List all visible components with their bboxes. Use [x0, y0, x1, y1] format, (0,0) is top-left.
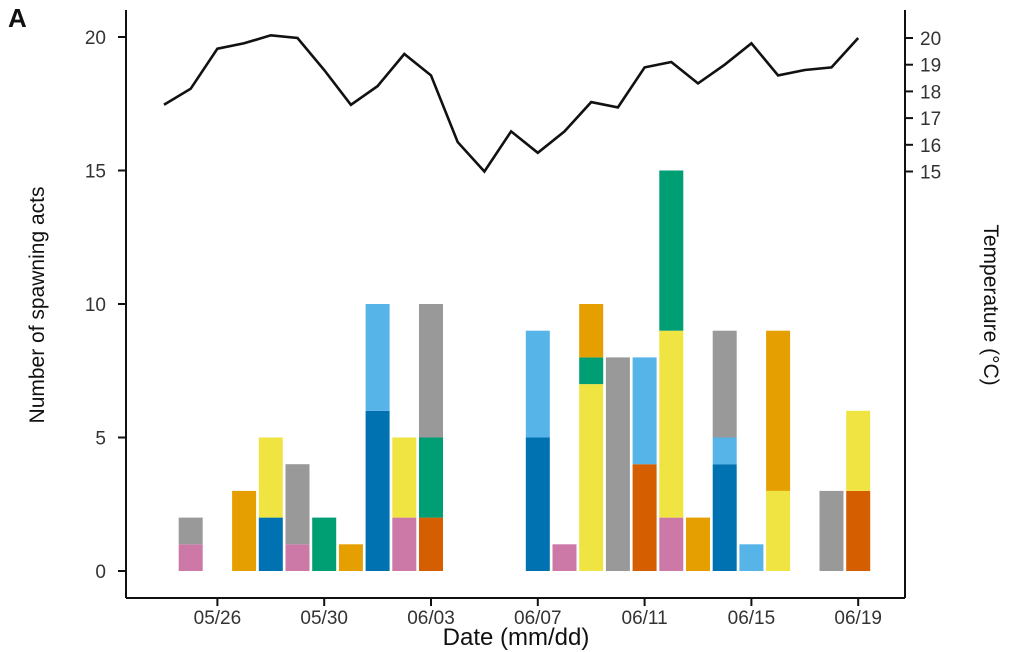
bar-segment-05-28-yellow	[258, 437, 283, 518]
temperature-line-layer	[163, 33, 860, 174]
bar-segment-06-18-grey	[819, 490, 844, 571]
bar-segment-06-07-blue	[525, 437, 550, 571]
x-axis-ticks: 05/26 05/30 06/03 06/07 06/11 06/15 06/19	[194, 598, 882, 629]
right-tick-label: 19	[920, 56, 941, 77]
bar-segment-06-01-skyblue	[365, 304, 390, 411]
right-tick-label: 15	[920, 163, 941, 184]
bar-segment-06-09-yellow	[579, 384, 604, 571]
right-tick-label: 17	[920, 109, 941, 130]
bar-segment-06-16-yellow	[766, 490, 791, 571]
temperature-line	[163, 33, 860, 174]
bar-segment-06-07-skyblue	[525, 330, 550, 438]
y2-axis-title: Temperature (°C)	[979, 224, 1002, 385]
y-axis-title: Number of spawning acts	[26, 187, 49, 424]
x-tick-label: 06/07	[514, 608, 562, 629]
left-tick-label: 0	[95, 562, 106, 583]
bar-segment-05-27-orange	[232, 490, 257, 571]
bar-segment-06-12-green	[659, 170, 684, 331]
bar-segment-06-09-green	[579, 357, 604, 385]
bar-segment-06-16-orange	[766, 330, 791, 491]
x-tick-label: 05/26	[194, 608, 242, 629]
bar-segment-05-28-blue	[258, 517, 283, 571]
bar-segment-06-01-blue	[365, 410, 390, 571]
bar-segment-06-12-yellow	[659, 330, 684, 518]
x-tick-label: 06/03	[407, 608, 455, 629]
left-axis-ticks: 0 5 10 15 20	[85, 28, 126, 583]
bar-segment-05-25-grey	[178, 517, 203, 545]
bar-segment-06-15-skyblue	[739, 544, 764, 571]
bar-segment-06-14-skyblue	[712, 437, 737, 465]
bar-segment-06-08-pink	[552, 544, 577, 571]
x-tick-label: 05/30	[300, 608, 348, 629]
bar-segment-06-14-grey	[712, 330, 737, 438]
bar-segment-05-29-pink	[285, 544, 310, 571]
bar-segment-06-03-grey	[419, 304, 443, 438]
x-tick-label: 06/19	[834, 608, 882, 629]
bar-segment-06-10-grey	[605, 357, 630, 571]
x-tick-label: 06/11	[622, 608, 668, 629]
bar-segment-05-30-green	[312, 517, 337, 571]
right-tick-label: 20	[920, 29, 941, 50]
right-tick-label: 16	[920, 136, 941, 157]
bar-segment-06-19-vermillion	[846, 490, 871, 571]
left-tick-label: 15	[85, 162, 106, 183]
bar-segment-06-12-pink	[659, 517, 684, 571]
left-tick-label: 10	[85, 295, 106, 316]
right-tick-label: 18	[920, 82, 941, 103]
bar-segment-06-02-pink	[392, 517, 417, 571]
bar-segment-05-31-orange	[338, 544, 363, 571]
bar-segment-06-03-green	[419, 437, 443, 518]
bar-segment-06-09-orange	[579, 304, 604, 358]
bar-segment-06-11-vermillion	[632, 464, 657, 571]
bar-segment-06-13-orange	[686, 517, 710, 571]
bar-segment-06-19-yellow	[846, 410, 871, 491]
bars-layer	[178, 170, 871, 571]
x-tick-label: 06/15	[728, 608, 776, 629]
panel-label: A	[8, 3, 27, 33]
bar-segment-05-25-pink	[178, 544, 203, 571]
right-axis-ticks: 15 16 17 18 19 20	[905, 29, 941, 184]
bar-segment-06-11-skyblue	[632, 357, 657, 465]
bar-segment-06-02-yellow	[392, 437, 417, 518]
left-tick-label: 5	[95, 429, 106, 450]
left-tick-label: 20	[85, 28, 106, 49]
bar-segment-06-14-blue	[712, 464, 737, 571]
x-axis-title: Date (mm/dd)	[443, 624, 590, 651]
bar-segment-05-29-grey	[285, 464, 310, 545]
bar-segment-06-03-vermillion	[419, 517, 443, 571]
